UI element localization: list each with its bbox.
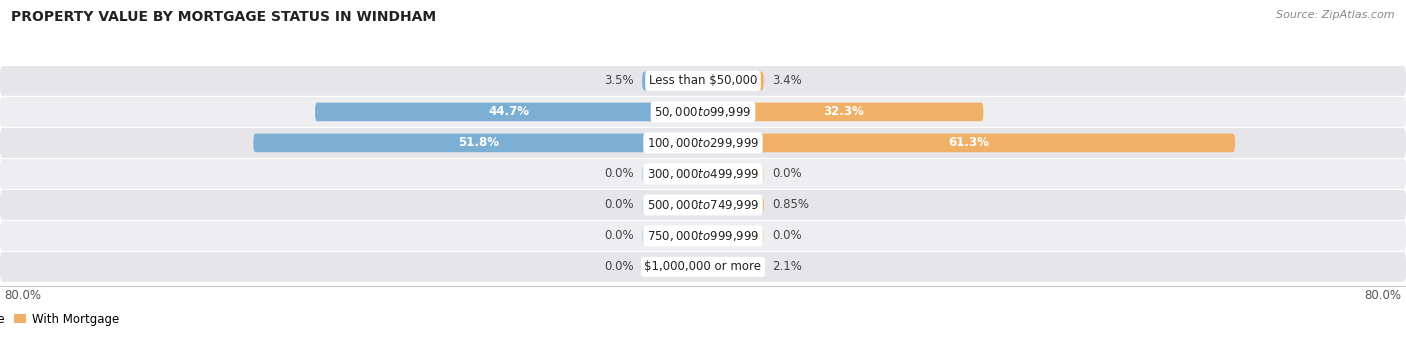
FancyBboxPatch shape xyxy=(253,134,703,152)
Text: 3.5%: 3.5% xyxy=(605,74,634,87)
Text: 51.8%: 51.8% xyxy=(458,136,499,149)
Text: 44.7%: 44.7% xyxy=(488,105,530,118)
Text: 0.85%: 0.85% xyxy=(772,198,810,211)
FancyBboxPatch shape xyxy=(643,196,703,214)
Text: 0.0%: 0.0% xyxy=(605,167,634,180)
Text: $1,000,000 or more: $1,000,000 or more xyxy=(644,261,762,273)
FancyBboxPatch shape xyxy=(0,128,1406,158)
Legend: Without Mortgage, With Mortgage: Without Mortgage, With Mortgage xyxy=(0,308,124,330)
FancyBboxPatch shape xyxy=(703,257,763,276)
FancyBboxPatch shape xyxy=(703,196,763,214)
Text: 3.4%: 3.4% xyxy=(772,74,803,87)
FancyBboxPatch shape xyxy=(0,66,1406,96)
Text: $300,000 to $499,999: $300,000 to $499,999 xyxy=(647,167,759,181)
FancyBboxPatch shape xyxy=(703,227,763,245)
Text: 0.0%: 0.0% xyxy=(605,261,634,273)
Text: 0.0%: 0.0% xyxy=(605,229,634,242)
Text: 0.0%: 0.0% xyxy=(772,167,801,180)
Text: $750,000 to $999,999: $750,000 to $999,999 xyxy=(647,229,759,243)
FancyBboxPatch shape xyxy=(0,190,1406,220)
Text: PROPERTY VALUE BY MORTGAGE STATUS IN WINDHAM: PROPERTY VALUE BY MORTGAGE STATUS IN WIN… xyxy=(11,10,436,24)
FancyBboxPatch shape xyxy=(0,252,1406,282)
Text: 0.0%: 0.0% xyxy=(605,198,634,211)
Text: 80.0%: 80.0% xyxy=(4,289,41,302)
Text: $500,000 to $749,999: $500,000 to $749,999 xyxy=(647,198,759,212)
FancyBboxPatch shape xyxy=(703,72,763,90)
FancyBboxPatch shape xyxy=(643,165,703,183)
FancyBboxPatch shape xyxy=(0,159,1406,189)
Text: $100,000 to $299,999: $100,000 to $299,999 xyxy=(647,136,759,150)
Text: Source: ZipAtlas.com: Source: ZipAtlas.com xyxy=(1277,10,1395,20)
FancyBboxPatch shape xyxy=(0,221,1406,251)
FancyBboxPatch shape xyxy=(703,165,763,183)
Text: $50,000 to $99,999: $50,000 to $99,999 xyxy=(654,105,752,119)
FancyBboxPatch shape xyxy=(643,227,703,245)
FancyBboxPatch shape xyxy=(643,72,703,90)
Text: 2.1%: 2.1% xyxy=(772,261,803,273)
Text: Less than $50,000: Less than $50,000 xyxy=(648,74,758,87)
FancyBboxPatch shape xyxy=(703,134,1234,152)
FancyBboxPatch shape xyxy=(0,97,1406,127)
Text: 0.0%: 0.0% xyxy=(772,229,801,242)
FancyBboxPatch shape xyxy=(643,257,703,276)
Text: 61.3%: 61.3% xyxy=(949,136,990,149)
FancyBboxPatch shape xyxy=(703,103,983,121)
Text: 32.3%: 32.3% xyxy=(823,105,863,118)
FancyBboxPatch shape xyxy=(315,103,703,121)
Text: 80.0%: 80.0% xyxy=(1365,289,1402,302)
